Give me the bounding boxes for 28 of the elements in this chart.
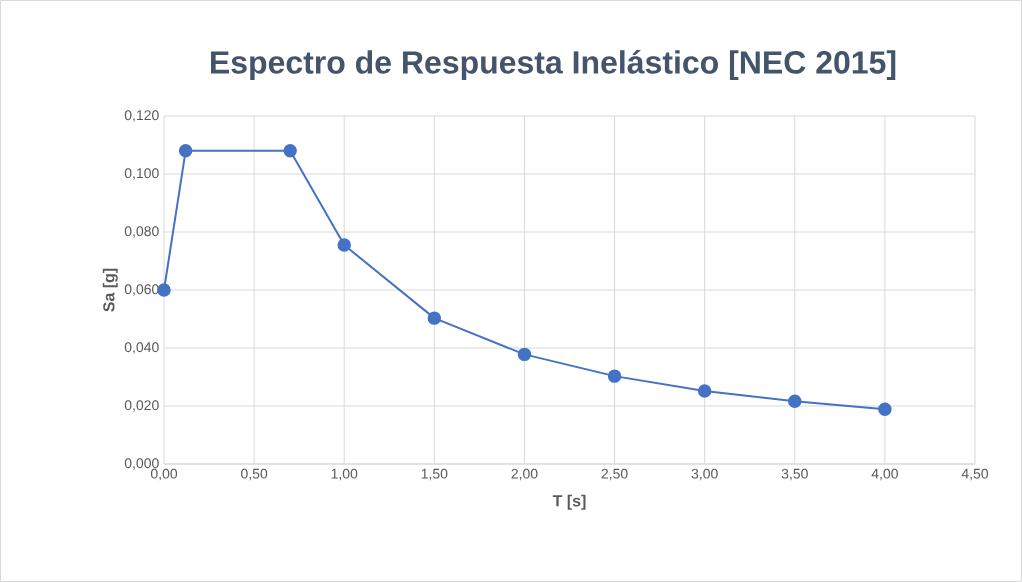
x-tick-label: 2,50	[601, 468, 628, 481]
x-tick-label: 1,50	[421, 468, 448, 481]
x-tick-label: 4,00	[871, 468, 898, 481]
y-tick-label: 0,120	[124, 110, 159, 122]
y-tick-label: 0,040	[124, 342, 159, 354]
y-tick-label: 0,020	[124, 400, 159, 412]
x-axis-title: T [s]	[552, 494, 586, 510]
point	[178, 144, 193, 158]
point	[878, 402, 892, 416]
y-tick-label: 0,080	[124, 226, 159, 238]
point	[337, 238, 351, 252]
point	[607, 369, 622, 383]
point	[697, 384, 712, 398]
x-tick-label: 4,50	[961, 468, 989, 481]
point	[427, 311, 442, 325]
point	[517, 347, 532, 362]
point	[283, 144, 297, 158]
x-tick-label: 1,00	[331, 468, 358, 481]
point	[788, 394, 802, 409]
y-tick-label: 0,000	[124, 458, 159, 470]
x-tick-label: 3,00	[691, 468, 718, 481]
y-axis-title: Sa [g]	[102, 268, 118, 312]
x-tick-label: 0,50	[241, 468, 268, 481]
x-tick-label: 2,00	[511, 468, 538, 481]
y-tick-label: 0,100	[124, 168, 159, 180]
chart-title: Espectro de Respuesta Inelástico [NEC 2015]	[211, 49, 896, 81]
x-tick-label: 0,00	[150, 468, 178, 481]
x-tick-label: 3,50	[781, 468, 808, 481]
